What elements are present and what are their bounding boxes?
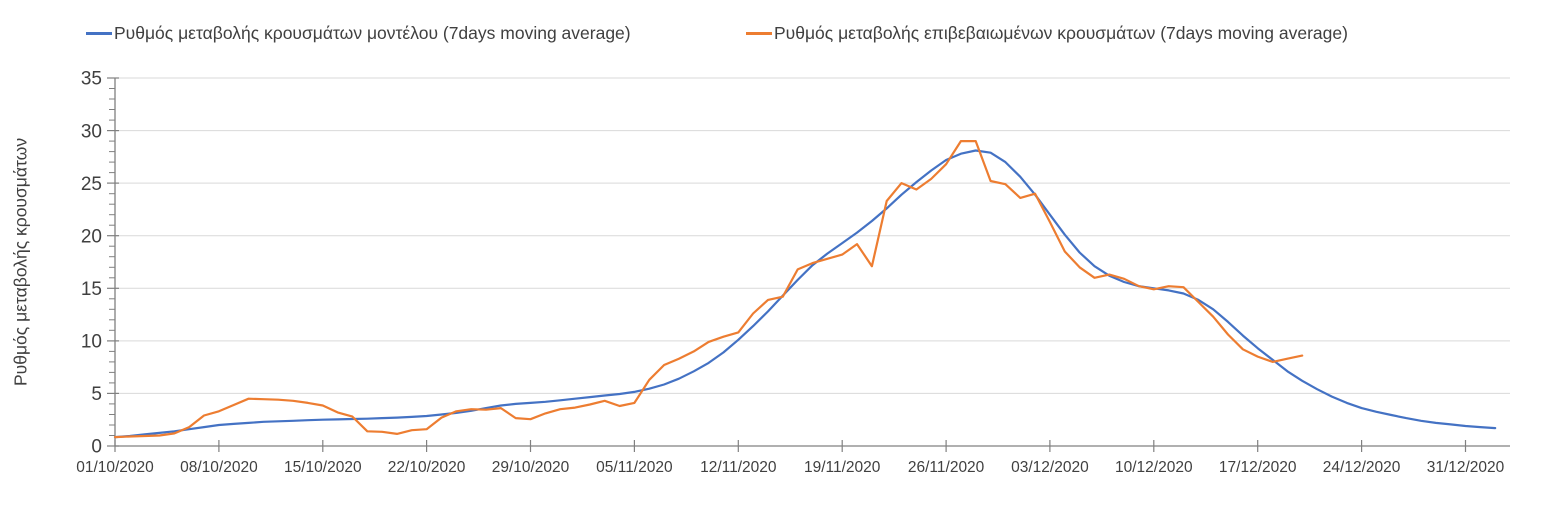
legend-label-model: Ρυθμός μεταβολής κρουσμάτων μοντέλου (7d… bbox=[114, 23, 631, 43]
legend-item-model: Ρυθμός μεταβολής κρουσμάτων μοντέλου (7d… bbox=[86, 23, 631, 44]
x-tick-label: 29/10/2020 bbox=[492, 459, 570, 476]
legend-item-confirmed: Ρυθμός μεταβολής επιβεβαιωμένων κρουσμάτ… bbox=[746, 23, 1348, 44]
x-tick-label: 22/10/2020 bbox=[388, 459, 466, 476]
x-tick-label: 17/12/2020 bbox=[1219, 459, 1297, 476]
legend-line-model-icon bbox=[86, 32, 112, 35]
y-tick-label: 15 bbox=[81, 279, 102, 300]
series-line bbox=[113, 140, 1304, 439]
x-tick-label: 05/11/2020 bbox=[596, 459, 673, 476]
y-tick-label: 10 bbox=[81, 332, 102, 353]
x-tick-label: 10/12/2020 bbox=[1115, 459, 1193, 476]
y-tick-label: 35 bbox=[81, 69, 102, 90]
y-tick-label: 30 bbox=[81, 121, 102, 142]
x-tick-label: 19/11/2020 bbox=[804, 459, 881, 476]
x-tick-label: 01/10/2020 bbox=[76, 459, 154, 476]
y-tick-label: 5 bbox=[91, 384, 102, 405]
x-tick-label: 08/10/2020 bbox=[180, 459, 258, 476]
x-tick-label: 15/10/2020 bbox=[284, 459, 362, 476]
legend-label-confirmed: Ρυθμός μεταβολής επιβεβαιωμένων κρουσμάτ… bbox=[774, 23, 1348, 43]
legend-line-confirmed-icon bbox=[746, 32, 772, 35]
x-tick-label: 03/12/2020 bbox=[1011, 459, 1089, 476]
series-line bbox=[113, 149, 1497, 439]
x-tick-label: 26/11/2020 bbox=[908, 459, 985, 476]
y-tick-label: 25 bbox=[81, 174, 102, 195]
x-tick-label: 31/12/2020 bbox=[1427, 459, 1505, 476]
x-tick-label: 24/12/2020 bbox=[1323, 459, 1401, 476]
y-tick-label: 0 bbox=[91, 437, 102, 458]
x-tick-label: 12/11/2020 bbox=[700, 459, 777, 476]
y-tick-label: 20 bbox=[81, 226, 102, 247]
